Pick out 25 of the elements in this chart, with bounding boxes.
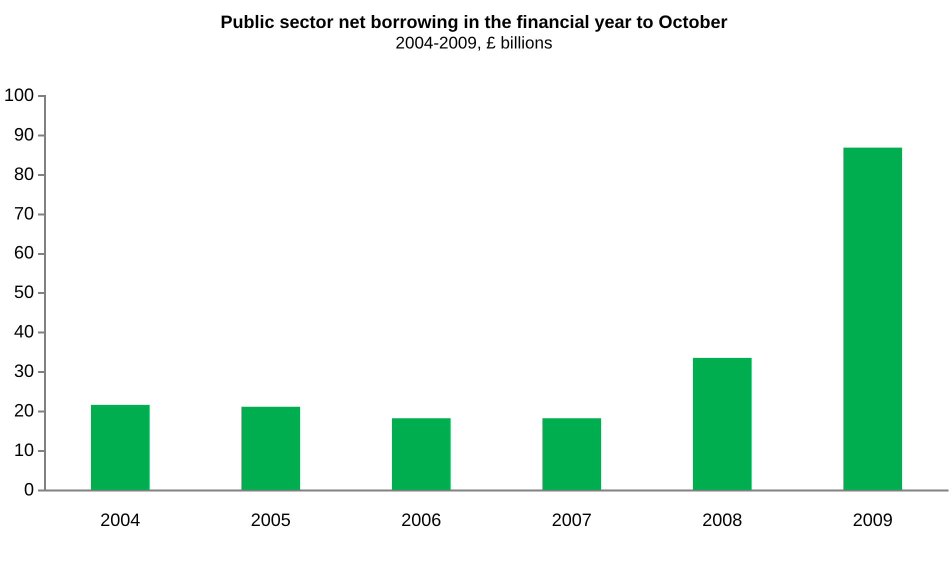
bar (843, 148, 902, 490)
y-tick-label: 40 (14, 322, 34, 342)
chart-subtitle: 2004-2009, £ billions (396, 33, 552, 52)
y-tick-label: 70 (14, 203, 34, 224)
bar (241, 406, 300, 490)
bar (392, 418, 451, 490)
x-tick-label: 2007 (552, 510, 592, 530)
bar (692, 358, 752, 490)
y-tick-label: 100 (4, 84, 34, 105)
y-tick-label: 60 (14, 242, 34, 263)
bar (542, 418, 602, 490)
x-tick-label: 2009 (852, 510, 893, 530)
y-tick-label: 50 (14, 282, 34, 302)
bar (90, 404, 150, 490)
x-tick-label: 2005 (250, 510, 291, 530)
chart-title: Public sector net borrowing in the financial year to October (220, 12, 728, 32)
y-tick-label: 10 (14, 440, 34, 460)
y-tick-label: 0 (24, 479, 34, 500)
x-tick-label: 2004 (100, 510, 140, 530)
y-tick-label: 90 (14, 124, 34, 144)
y-tick-label: 30 (14, 361, 34, 382)
y-tick-label: 80 (14, 164, 34, 184)
x-tick-label: 2008 (702, 510, 742, 530)
y-tick-label: 20 (14, 400, 34, 420)
x-tick-label: 2006 (401, 510, 442, 530)
